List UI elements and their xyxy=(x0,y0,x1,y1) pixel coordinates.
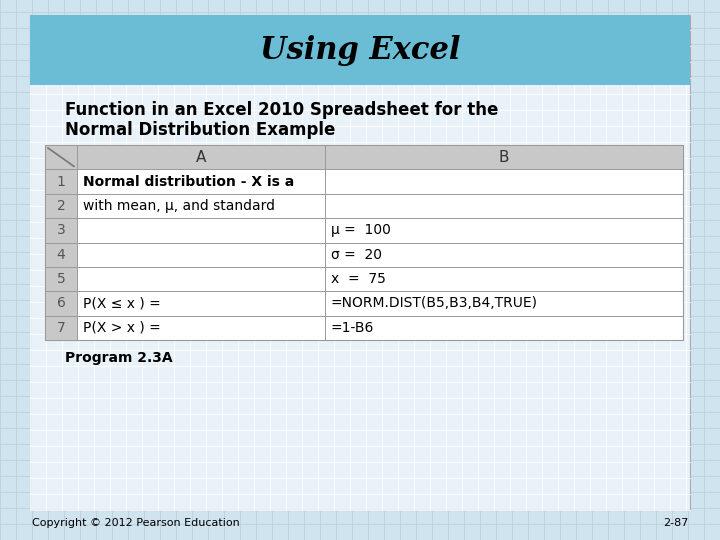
Text: Copyright © 2012 Pearson Education: Copyright © 2012 Pearson Education xyxy=(32,518,240,528)
Text: Normal distribution - X is a: Normal distribution - X is a xyxy=(83,174,294,188)
Text: with mean, μ, and standard: with mean, μ, and standard xyxy=(83,199,275,213)
Text: 4: 4 xyxy=(57,248,66,262)
Bar xyxy=(45,145,683,170)
Text: 2: 2 xyxy=(57,199,66,213)
Text: Function in an Excel 2010 Spreadsheet for the: Function in an Excel 2010 Spreadsheet fo… xyxy=(65,101,498,119)
Text: 1: 1 xyxy=(57,174,66,188)
Text: 7: 7 xyxy=(57,321,66,335)
Text: 5: 5 xyxy=(57,272,66,286)
Text: =NORM.DIST(B5,B3,B4,TRUE): =NORM.DIST(B5,B3,B4,TRUE) xyxy=(331,296,538,310)
Text: σ =  20: σ = 20 xyxy=(331,248,382,262)
Text: μ =  100: μ = 100 xyxy=(331,224,391,237)
Text: P(X > x ) =: P(X > x ) = xyxy=(83,321,161,335)
Text: B: B xyxy=(499,150,509,165)
Text: 3: 3 xyxy=(57,224,66,237)
Text: 6: 6 xyxy=(57,296,66,310)
Bar xyxy=(45,145,683,340)
Text: A: A xyxy=(196,150,206,165)
Text: Normal Distribution Example: Normal Distribution Example xyxy=(65,121,336,139)
Bar xyxy=(30,15,690,85)
Bar xyxy=(45,145,77,340)
Text: Program 2.3A: Program 2.3A xyxy=(65,351,173,365)
Text: x  =  75: x = 75 xyxy=(331,272,386,286)
Text: =1-B6: =1-B6 xyxy=(331,321,374,335)
Text: Using Excel: Using Excel xyxy=(260,35,460,65)
Text: 2-87: 2-87 xyxy=(662,518,688,528)
Text: P(X ≤ x ) =: P(X ≤ x ) = xyxy=(83,296,161,310)
